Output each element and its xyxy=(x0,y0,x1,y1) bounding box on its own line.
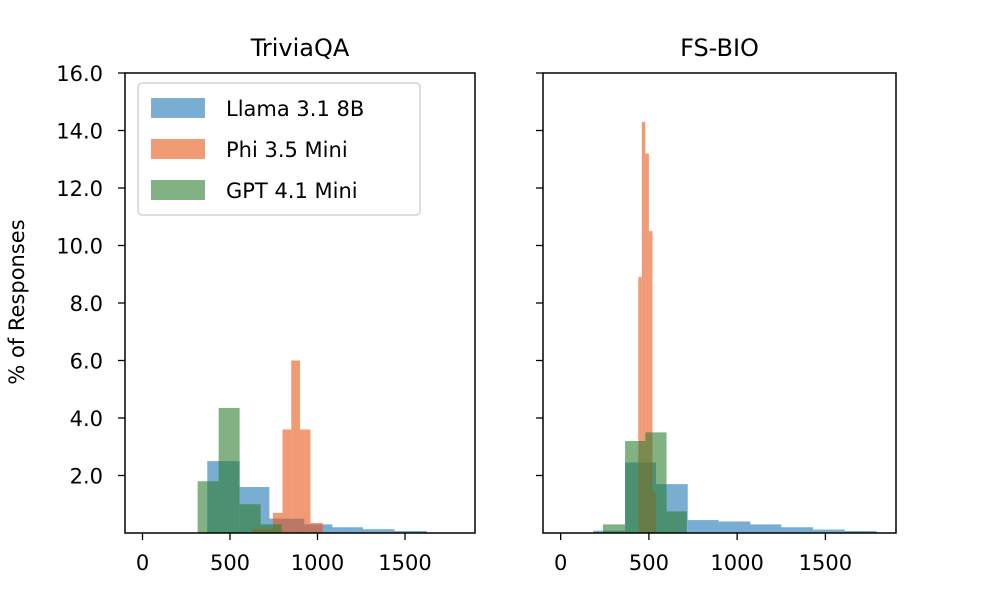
y-tick-label: 12.0 xyxy=(56,177,103,201)
bar-phi-3-5-mini-2 xyxy=(282,429,292,533)
y-tick-label: 4.0 xyxy=(70,407,103,431)
panel-fs-bio: FS-BIO 0 500 1000 1500 xyxy=(536,34,897,575)
bar-phi-3-5-mini-5 xyxy=(310,522,323,533)
bar-llama-3-1-8b-5 xyxy=(363,529,395,533)
x-tick-label: 0 xyxy=(136,551,149,575)
x-tick-label: 500 xyxy=(210,551,250,575)
x-tick-label: 1500 xyxy=(378,551,431,575)
bar-llama-3-1-8b-6 xyxy=(781,527,814,533)
bars xyxy=(593,121,877,534)
bar-gpt-4-1-mini-1 xyxy=(218,407,240,533)
legend: Llama 3.1 8B Phi 3.5 Mini GPT 4.1 Mini xyxy=(137,82,421,216)
legend-swatch xyxy=(151,98,205,118)
bar-llama-3-1-8b-4 xyxy=(718,521,751,533)
bar-phi-3-5-mini-3 xyxy=(648,231,653,534)
legend-label: Phi 3.5 Mini xyxy=(226,138,348,162)
panel-title: FS-BIO xyxy=(680,34,759,62)
bar-llama-3-1-8b-5 xyxy=(750,524,782,534)
y-tick-label: 16.0 xyxy=(56,62,103,86)
bar-llama-3-1-8b-4 xyxy=(332,527,364,533)
bar-gpt-4-1-mini-3 xyxy=(260,524,282,534)
bar-gpt-4-1-mini-2 xyxy=(645,432,667,534)
bar-llama-3-1-8b-7 xyxy=(813,529,845,533)
bar-phi-3-5-mini-0 xyxy=(638,277,642,534)
bar-gpt-4-1-mini-0 xyxy=(603,524,626,534)
legend-label: Llama 3.1 8B xyxy=(226,97,364,121)
legend-box xyxy=(137,82,421,216)
panel-triviaqa: TriviaQA 0 500 1000 1500 2.0 4.0 6.0 8.0 10.0 12.0… xyxy=(56,34,476,575)
legend-swatch xyxy=(151,139,205,159)
y-axis-label: % of Responses xyxy=(5,219,29,384)
y-tick-label: 10.0 xyxy=(56,235,103,259)
bar-phi-3-5-mini-4 xyxy=(300,429,311,533)
bar-llama-3-1-8b-6 xyxy=(394,530,427,533)
x-tick-label: 1000 xyxy=(710,551,763,575)
bar-phi-3-5-mini-1 xyxy=(272,512,283,534)
y-tick-label: 14.0 xyxy=(56,120,103,144)
y-tick-label: 8.0 xyxy=(70,292,103,316)
bar-llama-3-1-8b-8 xyxy=(844,530,877,533)
legend-label: GPT 4.1 Mini xyxy=(226,179,358,203)
bar-phi-3-5-mini-1 xyxy=(641,121,646,534)
y-tick-label: 6.0 xyxy=(70,350,103,374)
bar-gpt-4-1-mini-0 xyxy=(197,481,219,533)
legend-swatch xyxy=(151,180,205,200)
bar-phi-3-5-mini-3 xyxy=(291,360,300,533)
x-tick-label: 1500 xyxy=(799,551,852,575)
x-tick-label: 1000 xyxy=(291,551,344,575)
bar-gpt-4-1-mini-3 xyxy=(666,511,687,533)
bars xyxy=(197,360,427,534)
bar-gpt-4-1-mini-2 xyxy=(239,504,261,533)
bar-phi-3-5-mini-2 xyxy=(645,153,649,533)
y-tick-label: 2.0 xyxy=(70,465,103,489)
bar-llama-3-1-8b-3 xyxy=(687,520,719,533)
x-tick-label: 500 xyxy=(629,551,669,575)
panel-title: TriviaQA xyxy=(250,34,350,62)
bar-gpt-4-1-mini-1 xyxy=(625,441,646,533)
axes-frame xyxy=(542,72,897,534)
x-tick-label: 0 xyxy=(554,551,567,575)
